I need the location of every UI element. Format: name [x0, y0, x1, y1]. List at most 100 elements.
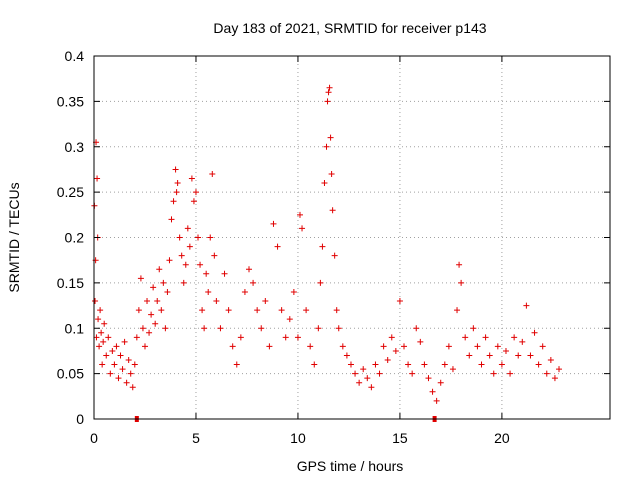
data-point [178, 252, 185, 259]
x-axis-label: GPS time / hours [297, 458, 404, 474]
data-point [286, 316, 293, 323]
data-point [282, 334, 289, 341]
data-point [123, 379, 130, 386]
data-point [523, 302, 530, 309]
data-point [531, 329, 538, 336]
data-point [401, 343, 408, 350]
data-point [333, 307, 340, 314]
data-point [209, 170, 216, 177]
data-point [343, 352, 350, 359]
data-point [543, 370, 550, 377]
data-point [103, 352, 110, 359]
data-point [458, 279, 465, 286]
data-point [135, 307, 142, 314]
data-point [266, 343, 273, 350]
data-point [356, 379, 363, 386]
data-point [173, 189, 180, 196]
data-point [201, 325, 208, 332]
data-point [133, 334, 140, 341]
data-point [335, 325, 342, 332]
data-point [290, 288, 297, 295]
data-point [327, 134, 334, 141]
data-point [246, 266, 253, 273]
data-point [494, 343, 501, 350]
data-point [158, 307, 165, 314]
data-point [396, 298, 403, 305]
x-tick-label: 15 [392, 430, 408, 446]
data-point [380, 343, 387, 350]
data-point [225, 307, 232, 314]
data-point [127, 370, 134, 377]
data-point [150, 284, 157, 291]
data-point [329, 207, 336, 214]
data-point [131, 361, 138, 368]
data-point [95, 316, 102, 323]
x-tick-label: 0 [90, 430, 98, 446]
data-point [97, 307, 104, 314]
data-point [299, 225, 306, 232]
data-point [170, 198, 177, 205]
data-point [168, 216, 175, 223]
data-point [137, 275, 144, 282]
data-point [445, 343, 452, 350]
data-point [241, 288, 248, 295]
axis-ticks: 0 0.05 0.1 0.15 0.2 0.25 0.3 0.35 0.4 0 5 10 15 20 [57, 48, 610, 446]
data-point [96, 343, 103, 350]
data-point [180, 279, 187, 286]
data-point [221, 270, 228, 277]
data-point [507, 370, 514, 377]
data-point [100, 338, 107, 345]
data-point [121, 338, 128, 345]
data-point [144, 298, 151, 305]
data-point [323, 143, 330, 150]
data-point [182, 261, 189, 268]
data-point [417, 338, 424, 345]
data-point [109, 347, 116, 354]
data-point [527, 352, 534, 359]
data-point [331, 252, 338, 259]
data-point [388, 334, 395, 341]
data-point [296, 211, 303, 218]
y-tick-label: 0.1 [65, 320, 85, 336]
data-point [441, 361, 448, 368]
data-point [315, 325, 322, 332]
y-tick-label: 0.35 [57, 93, 84, 109]
data-point [519, 338, 526, 345]
data-point [258, 325, 265, 332]
data-point [156, 266, 163, 273]
data-point [502, 347, 509, 354]
data-point [421, 361, 428, 368]
data-point [478, 361, 485, 368]
data-point [466, 352, 473, 359]
data-point [199, 307, 206, 314]
data-point [113, 343, 120, 350]
data-point [152, 320, 159, 327]
data-point [211, 252, 218, 259]
data-point [148, 311, 155, 318]
data-point [94, 175, 101, 182]
y-tick-label: 0.4 [65, 48, 85, 64]
data-point [162, 325, 169, 332]
data-point [311, 361, 318, 368]
data-point [203, 270, 210, 277]
data-point [347, 361, 354, 368]
y-axis-label: SRMTID / TECUs [6, 182, 22, 292]
data-point [154, 298, 161, 305]
data-point [254, 307, 261, 314]
data-point [405, 361, 412, 368]
data-point [409, 370, 416, 377]
y-tick-label: 0 [76, 411, 84, 427]
data-point [229, 343, 236, 350]
data-point [164, 288, 171, 295]
data-point [372, 361, 379, 368]
x-tick-label: 5 [192, 430, 200, 446]
data-points [91, 84, 563, 404]
data-point [278, 307, 285, 314]
data-point [262, 298, 269, 305]
data-point [324, 98, 331, 105]
data-point [184, 225, 191, 232]
x-tick-label: 20 [494, 430, 510, 446]
data-point [413, 325, 420, 332]
data-point [233, 361, 240, 368]
data-point [172, 166, 179, 173]
